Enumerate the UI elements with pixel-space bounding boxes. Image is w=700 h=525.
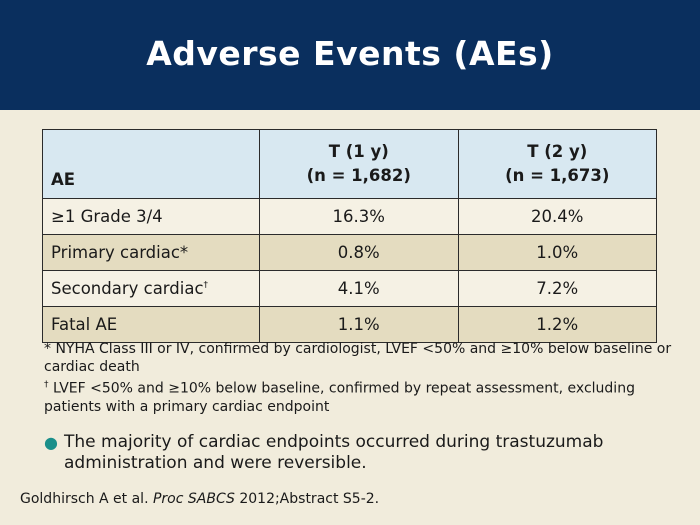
cell-t1y: 1.1% bbox=[259, 306, 459, 343]
adverse-events-table: AE T (1 y) (n = 1,682) T (2 y) (n = 1,67… bbox=[42, 129, 657, 343]
row-label: ≥1 Grade 3/4 bbox=[42, 198, 260, 235]
row-label: Primary cardiac* bbox=[42, 234, 260, 271]
table-row: ≥1 Grade 3/4 16.3% 20.4% bbox=[42, 198, 657, 235]
header-t2y-line1: T (2 y) bbox=[527, 142, 588, 161]
header-t1y-line1: T (1 y) bbox=[328, 142, 389, 161]
slide-title: Adverse Events (AEs) bbox=[146, 33, 554, 73]
header-ae: AE bbox=[42, 129, 260, 199]
footnote-dagger: † LVEF <50% and ≥10% below baseline, con… bbox=[44, 376, 674, 416]
bullet-text: The majority of cardiac endpoints occurr… bbox=[64, 432, 604, 473]
footnote-dagger-text: LVEF <50% and ≥10% below baseline, confi… bbox=[44, 380, 635, 415]
citation: Goldhirsch A et al. Proc SABCS 2012;Abst… bbox=[20, 491, 379, 507]
bullet-point: ● The majority of cardiac endpoints occu… bbox=[44, 432, 674, 474]
header-t2y-line2: (n = 1,673) bbox=[505, 166, 610, 185]
row-label-text: Fatal AE bbox=[51, 315, 118, 334]
cell-t1y: 4.1% bbox=[259, 270, 459, 307]
dagger-mark: † bbox=[44, 380, 49, 390]
dagger-superscript: † bbox=[203, 280, 209, 291]
header-t2y: T (2 y) (n = 1,673) bbox=[457, 129, 657, 199]
citation-rest: 2012;Abstract S5-2. bbox=[234, 491, 380, 507]
cell-t2y: 1.2% bbox=[457, 306, 657, 343]
row-label-text: Primary cardiac* bbox=[51, 243, 189, 262]
footnotes: * NYHA Class III or IV, confirmed by car… bbox=[44, 340, 674, 416]
row-label-text: ≥1 Grade 3/4 bbox=[51, 207, 163, 226]
row-label: Secondary cardiac† bbox=[42, 270, 260, 307]
citation-journal: Proc SABCS bbox=[152, 491, 235, 507]
cell-t2y: 20.4% bbox=[457, 198, 657, 235]
header-t1y-line2: (n = 1,682) bbox=[306, 166, 411, 185]
cell-t2y: 7.2% bbox=[457, 270, 657, 307]
bullet-dot-icon: ● bbox=[44, 433, 58, 452]
table-row: Fatal AE 1.1% 1.2% bbox=[42, 306, 657, 343]
table-row: Primary cardiac* 0.8% 1.0% bbox=[42, 234, 657, 271]
citation-authors: Goldhirsch A et al. bbox=[20, 491, 153, 507]
title-banner: Adverse Events (AEs) bbox=[0, 0, 700, 110]
table-row: Secondary cardiac† 4.1% 7.2% bbox=[42, 270, 657, 307]
row-label-text: Secondary cardiac bbox=[51, 279, 204, 298]
cell-t1y: 0.8% bbox=[259, 234, 459, 271]
cell-t1y: 16.3% bbox=[259, 198, 459, 235]
cell-t2y: 1.0% bbox=[457, 234, 657, 271]
header-t1y: T (1 y) (n = 1,682) bbox=[259, 129, 459, 199]
footnote-star: * NYHA Class III or IV, confirmed by car… bbox=[44, 341, 672, 375]
table-header-row: AE T (1 y) (n = 1,682) T (2 y) (n = 1,67… bbox=[42, 129, 657, 199]
row-label: Fatal AE bbox=[42, 306, 260, 343]
